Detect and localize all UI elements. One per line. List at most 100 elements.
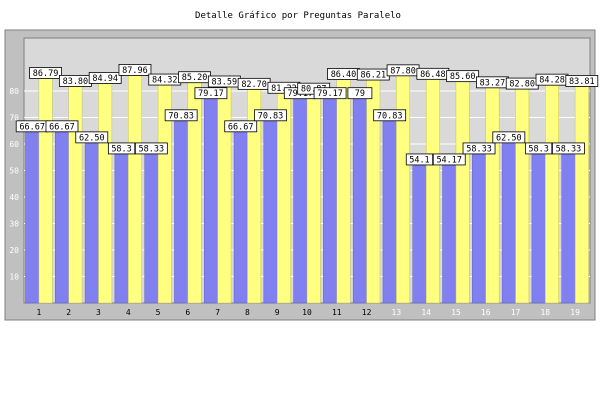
x-tick-label: 2 <box>66 308 71 317</box>
bar-series-b <box>545 79 559 304</box>
data-label-b: 86.21 <box>360 71 386 81</box>
bar-series-b <box>455 75 470 304</box>
data-label-box <box>432 153 466 166</box>
bar-series-b <box>38 72 53 304</box>
bar-series-b <box>425 73 440 304</box>
y-tick-label: 30 <box>9 220 19 229</box>
x-tick-label: 3 <box>96 308 101 317</box>
data-label-b: 82.80 <box>509 80 535 90</box>
data-label-a: 79.17 <box>198 89 224 99</box>
data-label-b: 84.28 <box>539 76 565 86</box>
bar-series-a <box>472 148 486 304</box>
data-label-b: 85.60 <box>450 72 476 82</box>
x-tick-label: 5 <box>156 308 161 317</box>
data-labels: 66.67 86.79 66.67 83.80 62.50 84.94 58.3 87.96 5… <box>15 64 599 166</box>
data-label-b: 87.96 <box>122 66 148 76</box>
bar-series-a <box>174 115 189 304</box>
data-label-a: 79 <box>355 89 365 99</box>
x-tick-label: 4 <box>126 308 131 317</box>
data-label-a: 58.33 <box>139 144 165 154</box>
bar-series-a <box>501 137 516 304</box>
x-tick-label: 14 <box>421 308 431 317</box>
x-tick-label: 10 <box>302 308 312 317</box>
data-label-box <box>45 120 79 133</box>
x-tick-label: 17 <box>511 308 521 317</box>
data-label-a: 79.17 <box>317 89 343 99</box>
data-label-box <box>134 142 168 155</box>
bar-series-a <box>84 137 99 304</box>
data-label-a: 54.1 <box>409 155 429 165</box>
data-label-box <box>254 109 287 122</box>
bar-series-b <box>217 81 232 304</box>
bar-series-b <box>515 83 530 304</box>
y-tick-label: 50 <box>9 167 19 176</box>
bar-series-b <box>98 77 113 304</box>
bar-series-a <box>263 115 278 304</box>
data-label-box <box>88 72 122 84</box>
bar-series-b <box>396 70 411 304</box>
x-tick-label: 11 <box>332 308 342 317</box>
y-tick-label: 20 <box>9 246 19 255</box>
bar-series-a <box>561 148 576 304</box>
data-label-b: 84.94 <box>92 74 118 84</box>
data-label-box <box>194 87 228 100</box>
x-tick-label: 1 <box>36 308 41 317</box>
data-label-box <box>107 142 136 155</box>
y-tick-label: 80 <box>9 87 19 96</box>
data-label-a: 70.83 <box>258 111 284 121</box>
x-tick-label: 13 <box>392 308 402 317</box>
x-tick-label: 15 <box>451 308 461 317</box>
data-label-b: 83.81 <box>569 77 595 87</box>
data-label-b: 86.40 <box>331 70 357 80</box>
data-label-a: 58.3 <box>111 144 131 154</box>
data-label-box <box>492 131 526 144</box>
data-label-a: 62.50 <box>496 133 522 143</box>
data-label-b: 83.59 <box>212 77 238 87</box>
data-label-box <box>446 70 480 83</box>
data-label-box <box>164 109 198 122</box>
bar-series-a <box>203 92 218 304</box>
bar-series-b <box>306 88 321 304</box>
data-label-box <box>525 142 553 155</box>
data-label-a: 66.67 <box>19 122 45 132</box>
data-label-box <box>373 109 407 122</box>
x-axis-ticks: 1 2 3 4 5 6 7 8 9 10 11 12 13 14 15 16 17 18 19 <box>36 308 580 317</box>
x-tick-label: 9 <box>275 308 280 317</box>
bar-series-a <box>412 159 427 304</box>
data-label-box <box>118 64 152 76</box>
data-label-a: 58.33 <box>556 144 582 154</box>
bar-series-a <box>25 126 40 304</box>
x-tick-label: 16 <box>481 308 491 317</box>
bar-series-b <box>68 80 83 304</box>
x-tick-label: 7 <box>215 308 220 317</box>
bar-series-b <box>128 69 142 304</box>
bar-series-b <box>485 82 500 304</box>
data-label-box <box>405 153 434 166</box>
y-tick-label: 40 <box>9 193 19 202</box>
bar-series-a <box>144 148 159 304</box>
bar-series-a <box>352 92 367 304</box>
data-label-a: 70.83 <box>377 111 403 121</box>
data-label-b: 83.80 <box>63 77 89 87</box>
data-label-box <box>552 142 585 155</box>
bar-series-a <box>293 92 308 304</box>
x-tick-label: 12 <box>362 308 372 317</box>
data-label-box <box>462 142 496 155</box>
bar-series-a <box>233 126 248 304</box>
bar-series-a <box>382 115 397 304</box>
data-label-box <box>313 87 347 100</box>
data-label-a: 54.17 <box>436 155 462 165</box>
data-label-a: 70.83 <box>168 111 194 121</box>
data-label-box <box>565 75 599 87</box>
bar-series-a <box>442 159 457 304</box>
bar-series-a <box>55 126 69 304</box>
bar-series-b <box>366 74 381 304</box>
x-tick-label: 19 <box>570 308 580 317</box>
y-tick-label: 10 <box>9 273 19 282</box>
data-label-box <box>29 67 62 79</box>
y-tick-label: 70 <box>9 114 19 123</box>
bar-series-b <box>336 73 351 304</box>
data-label-a: 58.33 <box>466 144 492 154</box>
data-label-b: 84.32 <box>152 76 178 86</box>
